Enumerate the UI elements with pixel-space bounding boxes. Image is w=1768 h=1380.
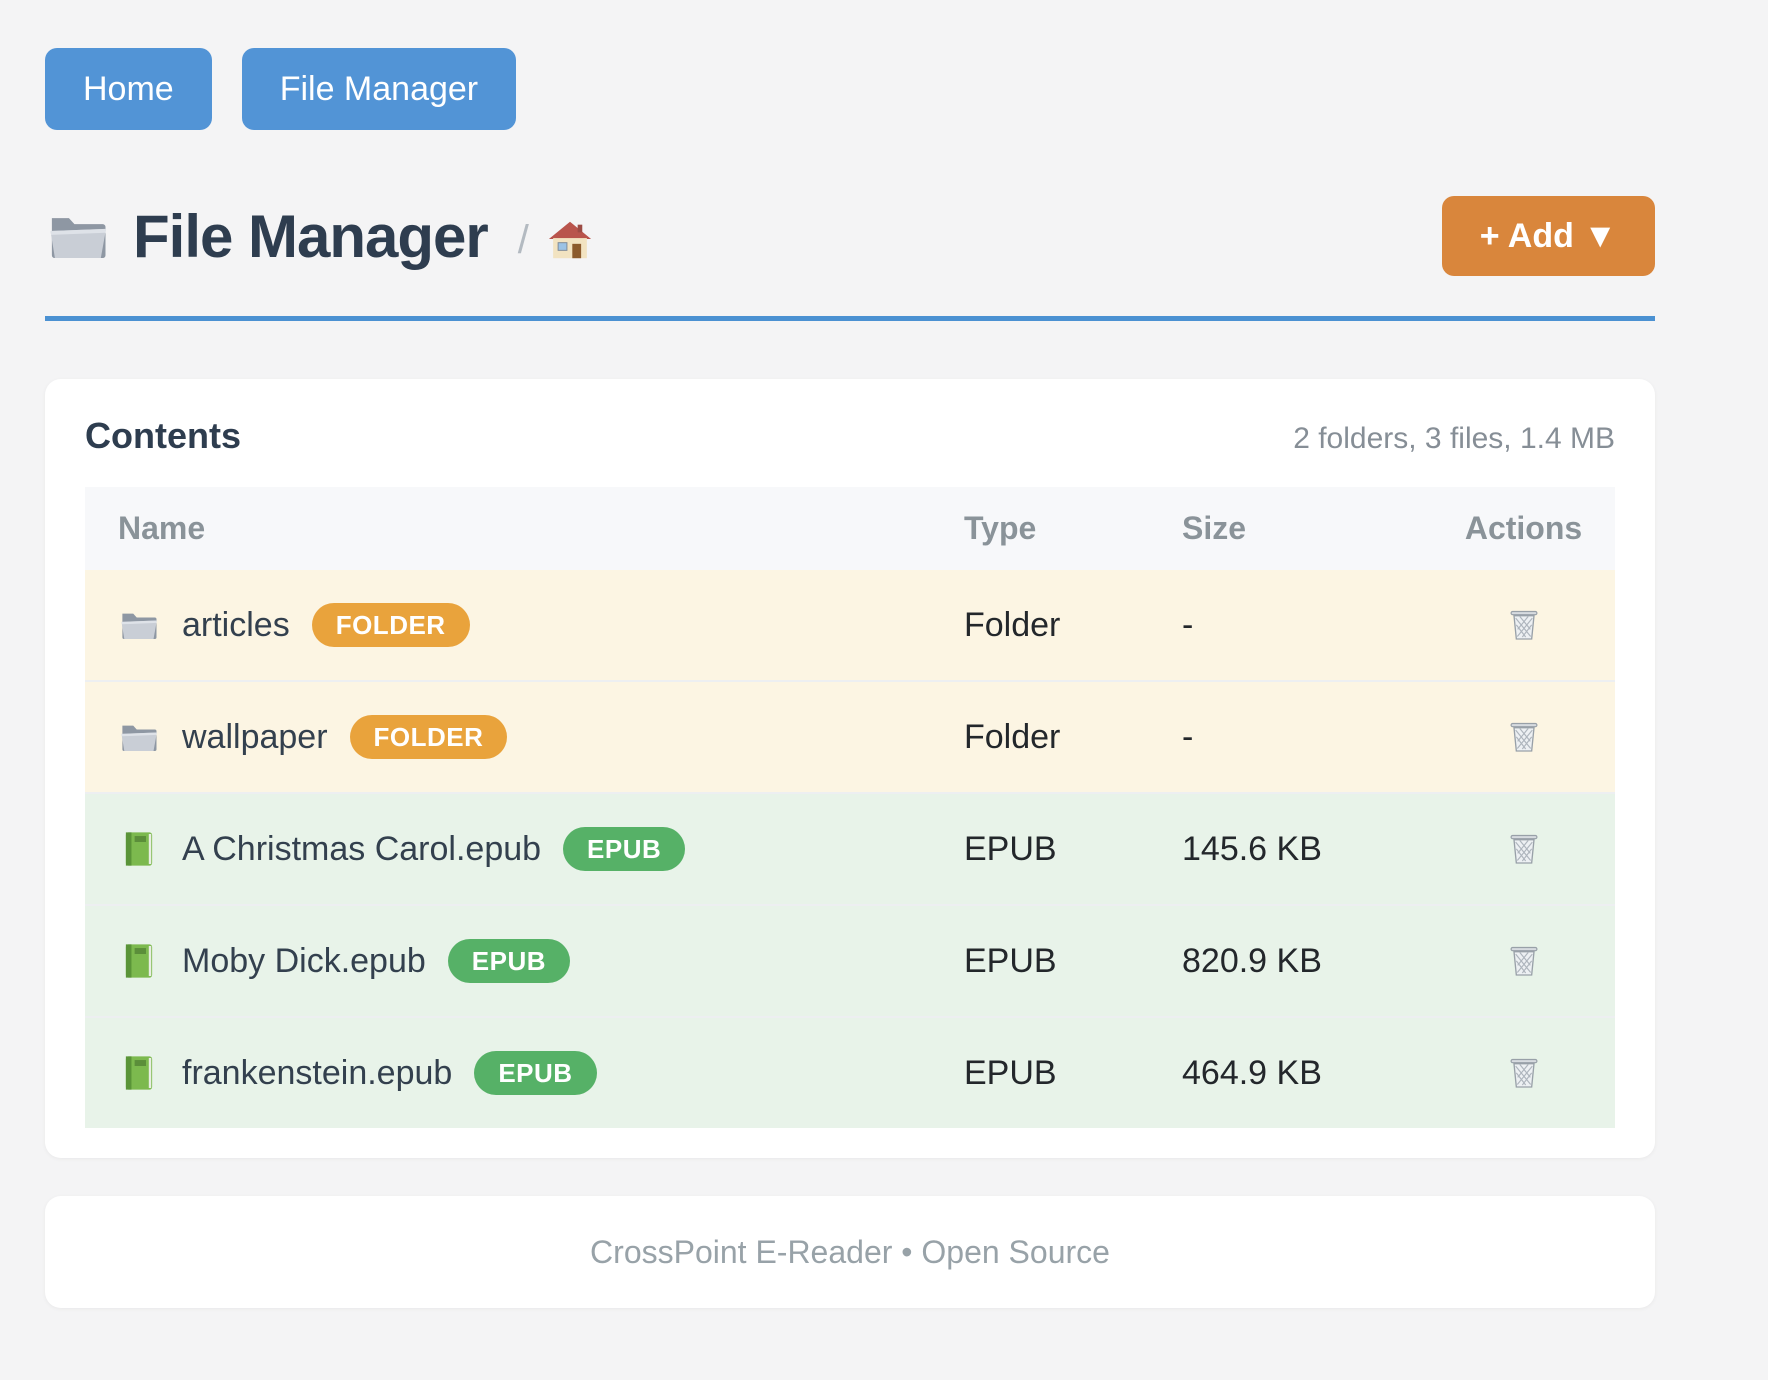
epub-book-icon [125, 944, 153, 978]
table-header-row: Name Type Size Actions [85, 487, 1615, 570]
file-size: 145.6 KB [1182, 829, 1322, 868]
epub-book-icon [125, 832, 153, 866]
trash-icon [1510, 834, 1537, 864]
delete-button[interactable] [1498, 598, 1550, 650]
contents-heading: Contents [85, 415, 241, 456]
table-row: wallpaper FOLDER Folder - [85, 680, 1615, 792]
file-name[interactable]: articles [182, 605, 290, 644]
home-button[interactable]: Home [45, 48, 212, 130]
contents-card: Contents 2 folders, 3 files, 1.4 MB Name… [45, 379, 1655, 1158]
page-header: File Manager / + Add ▼ [45, 196, 1655, 276]
file-type: EPUB [964, 1053, 1057, 1092]
home-breadcrumb-icon[interactable] [547, 217, 593, 263]
file-name[interactable]: Moby Dick.epub [182, 941, 426, 980]
folder-icon [121, 725, 157, 751]
file-type: EPUB [964, 829, 1057, 868]
column-header-actions: Actions [1464, 510, 1583, 546]
file-type: Folder [964, 605, 1061, 644]
file-manager-button[interactable]: File Manager [241, 48, 517, 130]
type-badge: FOLDER [349, 715, 508, 759]
file-size: - [1182, 717, 1194, 756]
file-name[interactable]: frankenstein.epub [182, 1053, 453, 1092]
type-badge: EPUB [563, 827, 686, 871]
delete-button[interactable] [1498, 822, 1550, 874]
file-table: Name Type Size Actions articl [85, 487, 1615, 1128]
page-title: File Manager [133, 202, 489, 270]
table-row: articles FOLDER Folder - [85, 570, 1615, 680]
file-size: 464.9 KB [1182, 1053, 1322, 1092]
delete-button[interactable] [1498, 1046, 1550, 1098]
add-button[interactable]: + Add ▼ [1441, 196, 1655, 276]
table-row: A Christmas Carol.epub EPUB EPUB 145.6 K… [85, 792, 1615, 904]
header-divider [45, 316, 1655, 321]
trash-icon [1510, 946, 1537, 976]
page-container: Home File Manager File Manager / + Add ▼… [45, 0, 1655, 1308]
delete-button[interactable] [1498, 710, 1550, 762]
file-size: - [1182, 605, 1194, 644]
footer: CrossPoint E-Reader • Open Source [45, 1196, 1655, 1308]
folder-icon [121, 613, 157, 639]
top-nav: Home File Manager [45, 0, 1655, 130]
trash-icon [1510, 610, 1537, 640]
table-row: frankenstein.epub EPUB EPUB 464.9 KB [85, 1016, 1615, 1128]
table-body: articles FOLDER Folder - [85, 570, 1615, 1128]
type-badge: FOLDER [311, 603, 470, 647]
file-type: Folder [964, 717, 1061, 756]
delete-button[interactable] [1498, 934, 1550, 986]
table-row: Moby Dick.epub EPUB EPUB 820.9 KB [85, 904, 1615, 1016]
column-header-type: Type [964, 510, 1037, 546]
column-header-size: Size [1182, 510, 1247, 546]
breadcrumb-separator: / [517, 217, 529, 262]
footer-text: CrossPoint E-Reader • Open Source [590, 1233, 1110, 1270]
epub-book-icon [125, 1056, 153, 1090]
file-size: 820.9 KB [1182, 941, 1322, 980]
type-badge: EPUB [474, 1051, 597, 1095]
trash-icon [1510, 722, 1537, 752]
type-badge: EPUB [447, 939, 571, 983]
file-name[interactable]: A Christmas Carol.epub [182, 829, 542, 868]
contents-summary: 2 folders, 3 files, 1.4 MB [1293, 422, 1615, 455]
trash-icon [1510, 1058, 1537, 1088]
folder-title-icon [50, 218, 107, 258]
file-type: EPUB [964, 941, 1057, 980]
file-name[interactable]: wallpaper [182, 717, 328, 756]
contents-card-header: Contents 2 folders, 3 files, 1.4 MB [85, 415, 1615, 457]
column-header-name: Name [118, 510, 206, 546]
